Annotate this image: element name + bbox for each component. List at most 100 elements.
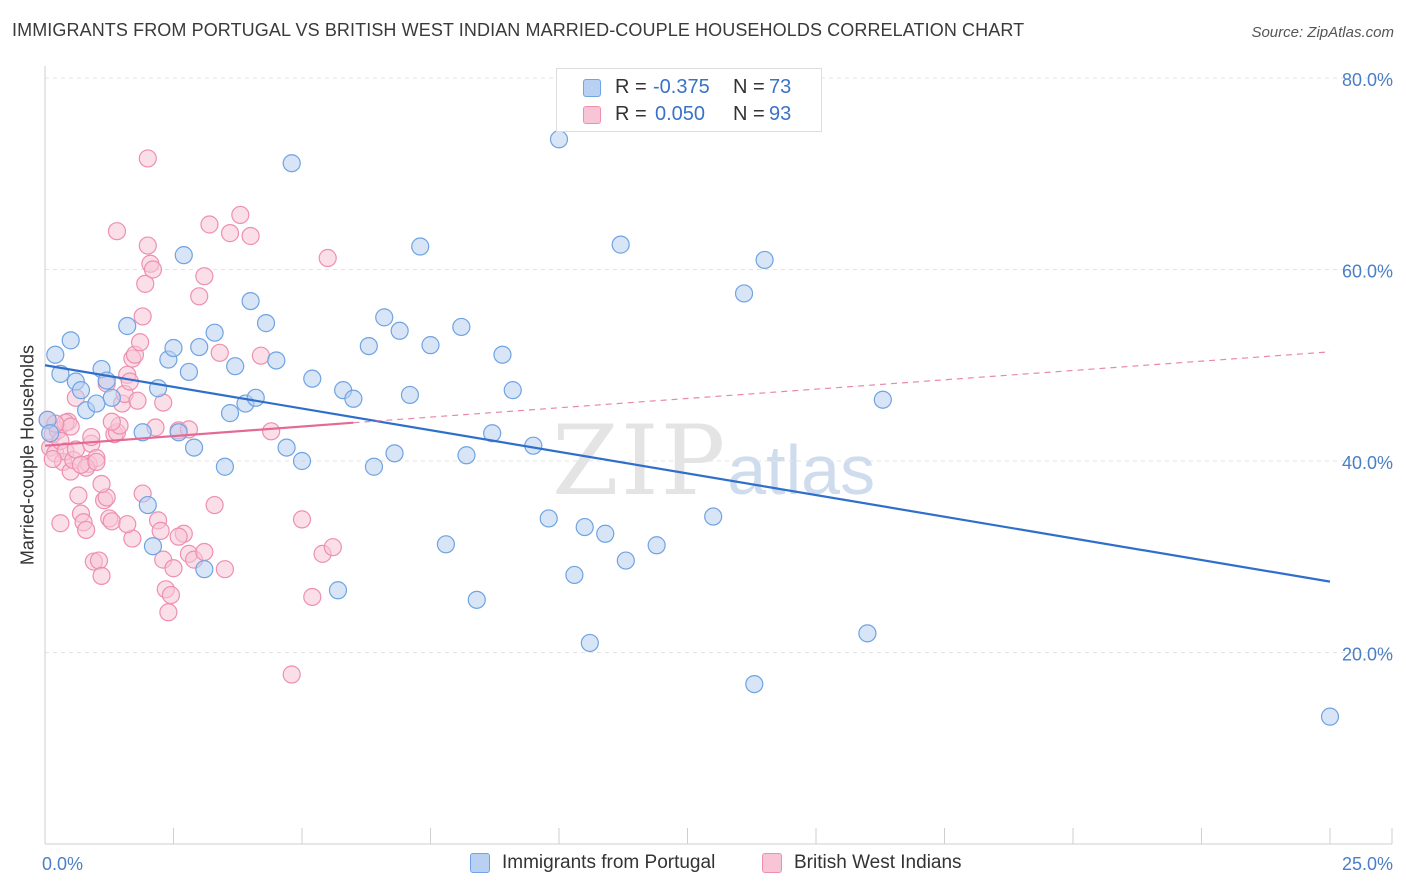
tick-labels: 20.0% 40.0% 60.0% 80.0% 0.0% 25.0% <box>42 70 1393 874</box>
legend-blue-swatch-icon <box>470 853 490 873</box>
data-point <box>241 226 260 246</box>
data-point <box>292 451 312 471</box>
data-point <box>161 585 181 605</box>
stats-row-blue: R = -0.375 N = 73 <box>557 73 821 101</box>
data-point <box>539 509 558 528</box>
data-point <box>411 237 430 256</box>
legend-label: British West Indians <box>794 852 962 873</box>
r-value: 0.050 <box>655 103 706 125</box>
data-point <box>385 444 404 463</box>
data-point <box>71 381 91 400</box>
data-point <box>107 222 127 241</box>
y-tick-label: 20.0% <box>1342 645 1393 665</box>
data-point <box>179 362 199 382</box>
r-value: -0.375 <box>653 76 710 98</box>
data-point <box>215 560 234 579</box>
data-point <box>359 337 378 356</box>
data-point <box>364 457 384 476</box>
data-point <box>745 674 764 694</box>
legend-label: Immigrants from Portugal <box>502 852 716 873</box>
data-point <box>43 449 62 469</box>
data-point <box>267 351 286 370</box>
n-value: 73 <box>769 76 792 98</box>
y-tick-label: 40.0% <box>1342 453 1393 473</box>
data-point <box>292 510 312 529</box>
data-point <box>452 317 471 337</box>
data-point <box>303 587 322 607</box>
data-point <box>51 514 70 533</box>
data-point <box>136 274 155 293</box>
data-point <box>89 551 109 570</box>
data-point <box>169 423 188 442</box>
y-tick-label: 80.0% <box>1342 70 1393 90</box>
n-label: N = <box>733 103 765 125</box>
data-point <box>159 603 178 622</box>
legend-pink-swatch-icon <box>762 853 782 873</box>
data-point <box>565 565 584 585</box>
data-point <box>118 316 137 336</box>
data-point <box>69 486 88 505</box>
data-point <box>596 524 615 543</box>
data-point <box>210 343 229 362</box>
data-point <box>138 149 157 168</box>
watermark: ZIPatlas <box>552 405 875 517</box>
data-point <box>282 665 301 684</box>
data-point <box>118 515 137 534</box>
data-point <box>375 308 394 327</box>
pink-swatch-icon <box>583 106 601 124</box>
trend-line <box>44 421 354 447</box>
data-point <box>328 581 348 600</box>
data-point <box>647 536 666 555</box>
trend-lines <box>44 351 1331 583</box>
data-point <box>151 521 170 540</box>
blue-swatch-icon <box>583 79 601 97</box>
n-value: 93 <box>769 103 792 125</box>
data-point <box>575 517 594 537</box>
data-point <box>873 390 892 409</box>
data-point <box>256 314 276 333</box>
data-point <box>87 452 106 472</box>
data-point <box>195 560 214 579</box>
data-point <box>246 388 265 407</box>
axes <box>44 66 1393 845</box>
data-point <box>174 246 193 265</box>
data-point <box>436 535 456 554</box>
data-point <box>215 457 234 476</box>
watermark-atlas: atlas <box>727 431 876 509</box>
data-point <box>87 394 106 413</box>
series-immigrants-from-portugal <box>38 130 1340 726</box>
data-point <box>102 512 121 531</box>
data-point <box>323 538 342 557</box>
n-label: N = <box>733 76 765 98</box>
data-point <box>143 537 163 556</box>
data-point <box>616 551 635 570</box>
data-point <box>467 590 486 609</box>
stats-row-pink: R = 0.050 N = 93 <box>557 100 821 128</box>
data-point <box>205 323 224 342</box>
data-point <box>205 495 224 515</box>
correlation-stats-box: R = -0.375 N = 73 R = 0.050 N = 93 <box>556 68 822 132</box>
data-point <box>493 345 512 364</box>
data-point <box>483 424 502 443</box>
data-point <box>611 235 630 254</box>
data-point <box>400 385 420 405</box>
data-point <box>344 389 363 408</box>
data-point <box>61 417 80 436</box>
data-point <box>195 542 214 562</box>
data-point <box>220 404 240 423</box>
gridlines <box>45 77 1392 653</box>
data-point <box>92 566 111 586</box>
data-point <box>41 424 60 443</box>
data-point <box>262 422 281 441</box>
data-point <box>231 205 250 225</box>
data-point <box>130 333 150 352</box>
data-point <box>858 624 877 643</box>
data-point <box>190 287 209 306</box>
data-point <box>46 345 65 364</box>
data-point <box>195 267 214 286</box>
data-point <box>251 346 270 365</box>
trend-line <box>44 364 1331 583</box>
data-point <box>184 438 204 457</box>
data-point <box>457 446 476 465</box>
r-label: R = <box>615 76 647 98</box>
